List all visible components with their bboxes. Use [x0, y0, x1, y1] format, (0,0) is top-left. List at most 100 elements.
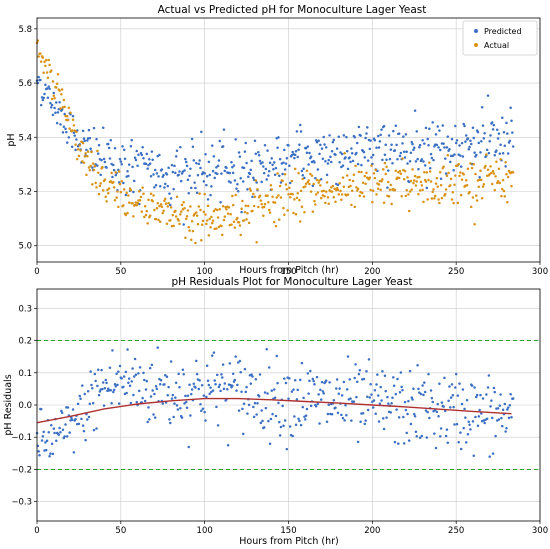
predicted-point — [124, 193, 128, 197]
actual-point — [78, 144, 82, 147]
residual-point — [115, 372, 118, 375]
actual-point — [51, 80, 55, 83]
residual-point — [438, 435, 442, 438]
predicted-point — [164, 182, 167, 186]
actual-point — [437, 198, 440, 201]
predicted-point — [177, 173, 180, 177]
actual-point — [65, 114, 69, 118]
residual-point — [163, 383, 166, 386]
residual-point — [258, 373, 262, 376]
residual-point — [186, 394, 190, 398]
predicted-point — [122, 181, 125, 185]
predicted-point — [89, 147, 92, 150]
predicted-point — [411, 142, 414, 146]
actual-point — [94, 181, 97, 185]
residual-point — [389, 411, 393, 414]
predicted-point — [146, 167, 149, 170]
residual-point — [409, 422, 413, 426]
actual-point — [418, 175, 421, 179]
predicted-point — [267, 174, 270, 177]
actual-point — [428, 170, 432, 173]
residual-point — [470, 384, 474, 387]
predicted-point — [147, 163, 150, 167]
residual-point — [459, 447, 463, 451]
actual-point — [166, 205, 170, 208]
actual-point — [346, 193, 350, 196]
predicted-point — [510, 119, 513, 123]
residual-point — [135, 400, 139, 404]
actual-point — [86, 150, 90, 153]
bottom-chart: pH Residuals Plot for Monoculture Lager … — [3, 276, 548, 547]
actual-point — [254, 179, 258, 182]
actual-point — [174, 209, 177, 213]
actual-point — [314, 203, 317, 206]
predicted-point — [293, 153, 297, 157]
actual-point — [151, 199, 154, 203]
residual-point — [449, 406, 452, 409]
residual-point — [226, 388, 229, 391]
predicted-point — [129, 144, 133, 148]
bottom-y-tick-label: 0.2 — [18, 337, 32, 347]
actual-point — [231, 203, 235, 207]
predicted-point — [486, 94, 490, 97]
actual-point — [60, 88, 64, 91]
actual-point — [93, 164, 97, 168]
actual-point — [107, 191, 110, 195]
residual-point — [355, 395, 358, 399]
predicted-point — [415, 130, 419, 133]
residual-point — [327, 403, 330, 406]
residual-point — [263, 391, 267, 394]
residual-point — [231, 372, 235, 376]
residual-point — [134, 373, 138, 376]
residual-point — [161, 402, 164, 405]
predicted-point — [196, 173, 200, 177]
actual-point — [47, 58, 50, 62]
predicted-point — [165, 173, 169, 176]
residual-point — [468, 423, 471, 427]
actual-point — [50, 97, 54, 101]
residual-point — [369, 382, 372, 386]
residual-point — [208, 392, 211, 396]
actual-point — [510, 184, 513, 188]
residual-point — [486, 386, 490, 389]
residual-point — [108, 366, 112, 370]
predicted-point — [209, 193, 212, 197]
predicted-point — [452, 168, 455, 172]
actual-point — [278, 218, 281, 221]
residual-point — [464, 441, 468, 444]
residual-point — [375, 383, 378, 386]
residual-point — [222, 387, 226, 391]
residual-point — [243, 367, 247, 371]
actual-point — [234, 193, 237, 197]
predicted-point — [88, 136, 92, 140]
actual-point — [319, 196, 323, 200]
predicted-point — [444, 157, 447, 160]
top-y-tick-label: 5.4 — [18, 133, 32, 143]
actual-point — [473, 223, 476, 226]
residual-point — [275, 354, 279, 358]
actual-point — [143, 204, 147, 208]
predicted-point — [470, 142, 473, 146]
residual-point — [57, 433, 61, 436]
residual-point — [293, 415, 296, 418]
actual-point — [506, 175, 510, 179]
actual-point — [369, 188, 372, 192]
predicted-point — [436, 125, 439, 128]
actual-point — [60, 93, 63, 96]
residual-point — [112, 390, 115, 394]
predicted-point — [330, 150, 334, 153]
actual-point — [383, 161, 387, 165]
actual-point — [343, 152, 346, 155]
residual-point — [238, 359, 242, 363]
residual-point — [40, 439, 44, 442]
predicted-point — [499, 143, 502, 146]
actual-point — [268, 211, 272, 214]
predicted-point — [314, 139, 318, 142]
residual-point — [405, 431, 408, 435]
predicted-point — [221, 145, 225, 148]
actual-point — [495, 160, 498, 163]
actual-point — [104, 195, 107, 198]
residual-point — [437, 414, 440, 418]
residual-point — [255, 413, 258, 416]
predicted-point — [127, 163, 131, 166]
